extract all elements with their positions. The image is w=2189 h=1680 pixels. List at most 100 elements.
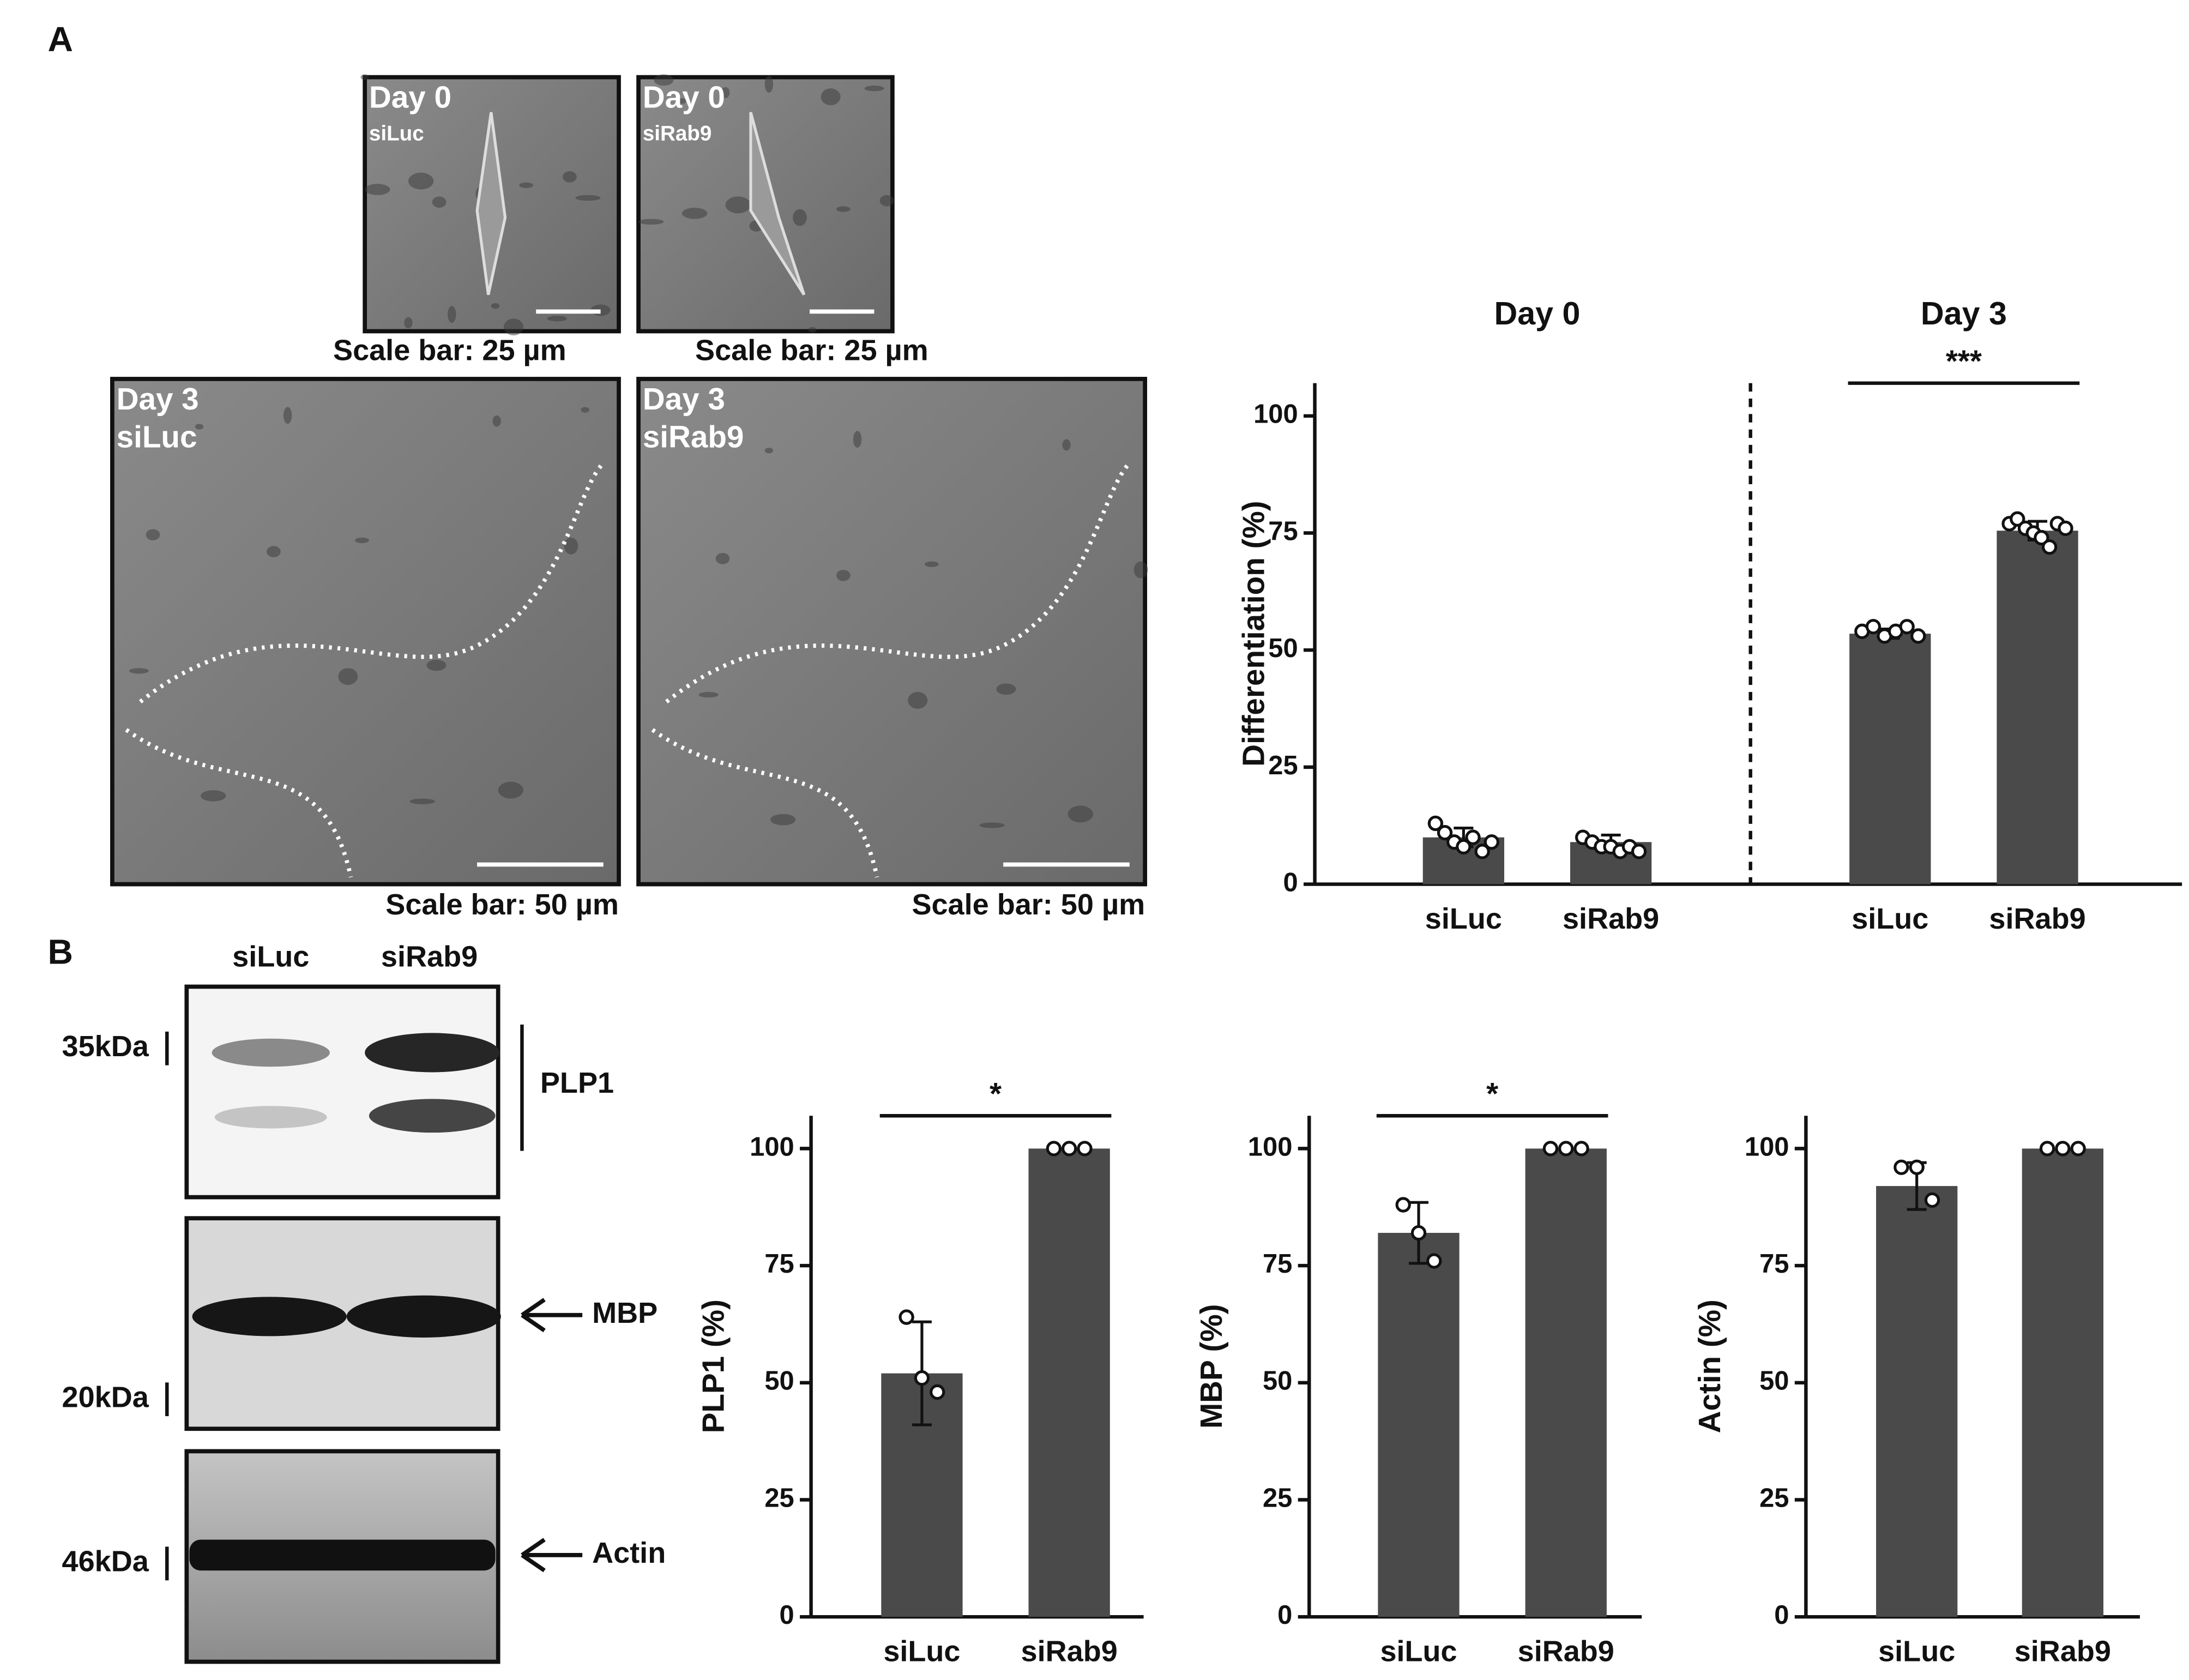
data-point — [2070, 1141, 2086, 1157]
y-tick-label: 0 — [1283, 868, 1298, 897]
data-point — [2058, 520, 2073, 537]
cell-texture — [581, 407, 589, 413]
cell-texture — [129, 668, 149, 674]
data-point — [2034, 529, 2049, 546]
x-tick-label: siRab9 — [1021, 1635, 1118, 1667]
cell-texture — [721, 87, 730, 99]
band — [369, 1099, 496, 1133]
data-point — [1427, 815, 1444, 832]
cell-texture — [503, 318, 523, 336]
data-point — [1077, 1141, 1093, 1157]
data-point — [914, 1370, 930, 1386]
significance-label: * — [1486, 1076, 1498, 1111]
cell-texture — [426, 659, 447, 671]
micrograph-day: Day 0 — [643, 80, 725, 115]
data-point — [1573, 1141, 1589, 1157]
x-tick-label: siLuc — [1380, 1635, 1457, 1667]
bar — [2022, 1148, 2104, 1617]
scale-bar-caption: Scale bar: 50 µm — [912, 888, 1145, 921]
cell-texture — [698, 691, 719, 698]
data-point — [2039, 1141, 2055, 1157]
micrograph — [636, 377, 1148, 887]
panel-label: A — [48, 20, 73, 59]
protein-label: MBP — [592, 1297, 658, 1329]
y-tick-label: 50 — [764, 1366, 794, 1396]
bar — [1876, 1186, 1958, 1617]
data-point — [930, 1384, 945, 1400]
significance-label: * — [990, 1076, 1002, 1111]
y-tick-label: 75 — [764, 1249, 794, 1279]
x-tick-label: siRab9 — [1989, 902, 2085, 935]
group-label: Day 3 — [1921, 295, 2007, 332]
cell-texture — [195, 424, 204, 430]
data-point — [1542, 1141, 1559, 1157]
cell-texture — [979, 822, 1005, 828]
cell-texture — [764, 75, 774, 93]
x-tick-label: siLuc — [1878, 1635, 1955, 1667]
y-axis-label: Differentiation (%) — [1236, 501, 1270, 766]
cell-texture — [770, 814, 796, 826]
data-point — [1893, 1159, 1909, 1175]
cell-texture — [644, 431, 653, 437]
blot — [184, 984, 500, 1200]
y-tick-label: 100 — [750, 1132, 794, 1161]
data-point — [1910, 628, 1926, 644]
scale-bar-caption: Scale bar: 50 µm — [385, 888, 619, 921]
cell-texture — [654, 74, 674, 86]
x-tick-label: siLuc — [883, 1635, 960, 1667]
micrograph-sample: siRab9 — [643, 122, 712, 145]
data-point — [1410, 1225, 1427, 1241]
cell-texture — [764, 448, 774, 454]
cell-texture — [793, 209, 807, 226]
data-point — [1631, 844, 1647, 859]
cell-texture — [519, 182, 534, 188]
arrow — [521, 1538, 583, 1573]
cell-texture — [678, 98, 686, 104]
band — [214, 1106, 327, 1129]
data-point — [1484, 834, 1500, 850]
cell-texture — [409, 798, 435, 804]
cell-texture — [432, 196, 447, 208]
y-tick-label: 50 — [1268, 634, 1298, 663]
y-tick-label: 100 — [1745, 1132, 1789, 1161]
scale-bar-caption: Scale bar: 25 µm — [695, 334, 928, 366]
cell-texture — [821, 88, 841, 106]
panel-label: B — [48, 932, 73, 971]
y-tick-label: 25 — [1268, 751, 1298, 780]
data-point — [1558, 1141, 1574, 1157]
micrograph-day: Day 0 — [369, 80, 451, 115]
cell-texture — [682, 207, 708, 219]
band — [189, 1539, 496, 1571]
y-axis-label: Actin (%) — [1692, 1299, 1727, 1433]
data-point — [1046, 1141, 1062, 1157]
cell-texture — [283, 407, 292, 424]
size-marker: 20kDa — [62, 1381, 149, 1413]
band — [192, 1297, 347, 1336]
data-point — [1456, 839, 1472, 855]
cell-outline — [138, 461, 605, 703]
x-tick-label: siLuc — [1852, 902, 1928, 935]
data-point — [1426, 1253, 1442, 1269]
data-point — [1465, 829, 1481, 845]
y-tick-label: 50 — [1759, 1366, 1789, 1396]
micrograph-day: Day 3 — [643, 382, 725, 416]
band — [212, 1038, 330, 1067]
cell-texture — [1062, 439, 1071, 451]
band — [365, 1033, 500, 1073]
x-tick-label: siRab9 — [2015, 1635, 2111, 1667]
y-axis-label: PLP1 (%) — [696, 1299, 731, 1433]
bar — [1997, 531, 2078, 884]
data-point — [2055, 1141, 2071, 1157]
x-tick-label: siLuc — [1425, 902, 1502, 935]
data-point — [1899, 619, 1915, 635]
size-marker: 46kDa — [62, 1545, 149, 1578]
cell-texture — [491, 303, 500, 309]
cell-texture — [547, 316, 567, 322]
cell-texture — [338, 668, 358, 685]
cell — [475, 112, 507, 296]
y-tick-label: 25 — [764, 1483, 794, 1513]
cell-texture — [365, 184, 390, 195]
data-point — [1924, 1192, 1940, 1208]
bar — [1028, 1148, 1110, 1617]
